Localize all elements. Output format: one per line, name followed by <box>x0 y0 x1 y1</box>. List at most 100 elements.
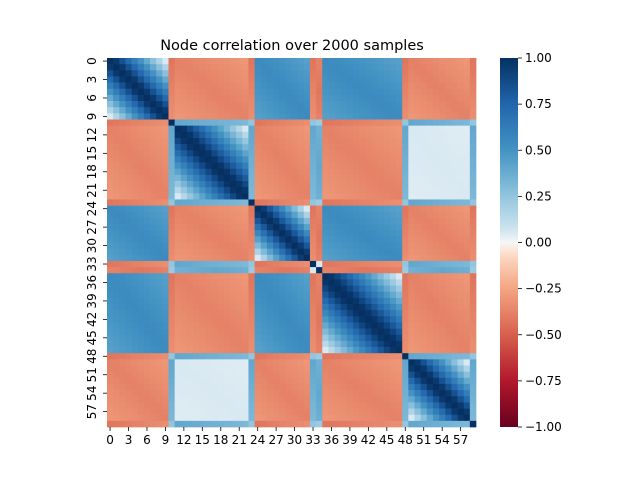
heatmap-cell <box>193 70 200 77</box>
heatmap-cell <box>451 113 458 120</box>
heatmap-cell <box>150 414 157 422</box>
heatmap-cell <box>469 248 477 256</box>
heatmap-cell <box>291 211 298 219</box>
heatmap-cell <box>309 217 317 225</box>
heatmap-cell <box>113 82 120 90</box>
heatmap-cell <box>156 125 163 133</box>
heatmap-cell <box>371 242 378 249</box>
heatmap-cell <box>211 174 219 182</box>
heatmap-cell <box>322 107 329 114</box>
heatmap-cell <box>180 156 188 163</box>
heatmap-cell <box>205 156 212 163</box>
heatmap-cell <box>137 199 145 206</box>
heatmap-cell <box>119 187 126 194</box>
heatmap-cell <box>346 359 354 366</box>
heatmap-cell <box>303 353 311 360</box>
heatmap-cell <box>408 285 415 293</box>
heatmap-cell <box>365 156 372 163</box>
heatmap-cell <box>445 414 452 422</box>
heatmap-cell <box>297 377 305 385</box>
heatmap-cell <box>365 279 372 286</box>
heatmap-cell <box>365 94 372 102</box>
heatmap-cell <box>107 101 114 108</box>
heatmap-cell <box>205 420 212 428</box>
heatmap-cell <box>236 131 243 139</box>
heatmap-cell <box>137 125 145 133</box>
heatmap-cell <box>168 279 175 286</box>
heatmap-cell <box>439 260 446 268</box>
heatmap-cell <box>186 334 194 342</box>
heatmap-cell <box>389 211 397 219</box>
heatmap-cell <box>414 414 421 422</box>
heatmap-cell <box>266 113 274 120</box>
heatmap-cell <box>193 408 200 416</box>
heatmap-cell <box>365 205 372 213</box>
heatmap-cell <box>180 193 188 200</box>
heatmap-cell <box>463 396 471 403</box>
heatmap-cell <box>334 390 342 397</box>
heatmap-cell <box>328 396 335 403</box>
heatmap-cell <box>211 217 219 225</box>
heatmap-cell <box>297 181 305 188</box>
heatmap-cell <box>322 113 329 120</box>
heatmap-cell <box>242 230 249 237</box>
heatmap-cell <box>451 107 458 114</box>
heatmap-cell <box>186 94 194 102</box>
heatmap-cell <box>168 58 175 65</box>
heatmap-cell <box>328 199 335 206</box>
heatmap-cell <box>131 82 139 90</box>
heatmap-cell <box>186 131 194 139</box>
heatmap-cell <box>168 236 175 243</box>
heatmap-cell <box>273 242 280 249</box>
heatmap-cell <box>426 396 434 403</box>
heatmap-cell <box>162 156 169 163</box>
heatmap-cell <box>303 291 311 299</box>
y-tick-label: 57 <box>85 404 99 419</box>
heatmap-cell <box>297 125 305 133</box>
heatmap-cell <box>414 396 421 403</box>
heatmap-cell <box>260 254 268 262</box>
heatmap-cell <box>223 107 231 114</box>
heatmap-cell <box>371 64 378 71</box>
heatmap-cell <box>217 94 225 102</box>
heatmap-cell <box>402 230 409 237</box>
heatmap-cell <box>174 260 182 268</box>
heatmap-cell <box>254 340 262 348</box>
heatmap-cell <box>236 137 243 145</box>
heatmap-cell <box>420 414 428 422</box>
heatmap-cell <box>119 353 126 360</box>
heatmap-cell <box>199 162 206 170</box>
heatmap-cell <box>432 125 440 133</box>
heatmap-cell <box>316 297 323 305</box>
heatmap-cell <box>445 125 452 133</box>
heatmap-cell <box>469 64 477 71</box>
heatmap-cell <box>432 137 440 145</box>
heatmap-cell <box>205 242 212 249</box>
heatmap-cell <box>137 291 145 299</box>
heatmap-cell <box>107 107 114 114</box>
heatmap-cell <box>340 322 348 329</box>
heatmap-cell <box>432 242 440 249</box>
heatmap-cell <box>150 285 157 293</box>
heatmap-cell <box>389 390 397 397</box>
heatmap-cell <box>131 193 139 200</box>
heatmap-cell <box>371 340 378 348</box>
heatmap-cell <box>359 174 366 182</box>
heatmap-cell <box>389 248 397 256</box>
heatmap-cell <box>383 334 391 342</box>
heatmap-cell <box>426 94 434 102</box>
heatmap-cell <box>309 267 317 274</box>
heatmap-cell <box>254 377 262 385</box>
heatmap-cell <box>297 82 305 90</box>
heatmap-cell <box>445 254 452 262</box>
heatmap-cell <box>432 162 440 170</box>
heatmap-cell <box>346 64 354 71</box>
heatmap-cell <box>242 322 249 329</box>
heatmap-cell <box>236 273 243 280</box>
heatmap-cell <box>340 64 348 71</box>
heatmap-cell <box>180 316 188 323</box>
heatmap-cell <box>273 334 280 342</box>
heatmap-cell <box>279 199 286 206</box>
heatmap-cell <box>414 113 421 120</box>
heatmap-cell <box>420 340 428 348</box>
